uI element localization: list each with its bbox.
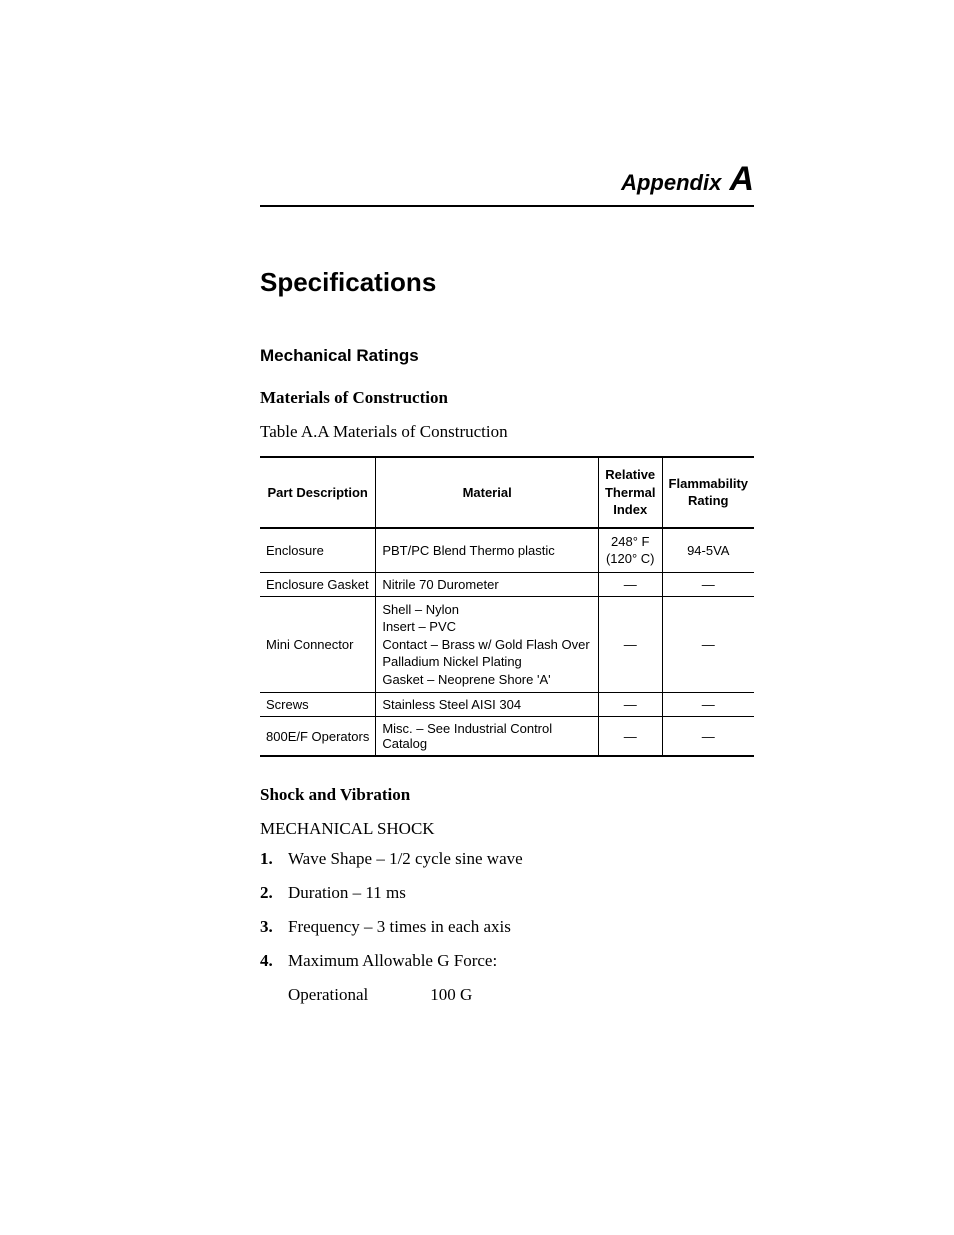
cell-flam: — [662, 596, 754, 693]
col-rti: Relative Thermal Index [598, 457, 662, 528]
cell-part: Enclosure [260, 528, 376, 573]
list-number: 1. [260, 849, 288, 869]
shock-list: 1.Wave Shape – 1/2 cycle sine wave 2.Dur… [260, 849, 754, 971]
list-number: 2. [260, 883, 288, 903]
subsection-shock-vibration: Shock and Vibration [260, 785, 754, 805]
materials-table: Part Description Material Relative Therm… [260, 456, 754, 757]
list-text: Frequency – 3 times in each axis [288, 917, 511, 937]
cell-material: Stainless Steel AISI 304 [376, 693, 599, 717]
table-header-row: Part Description Material Relative Therm… [260, 457, 754, 528]
col-material: Material [376, 457, 599, 528]
cell-material: Misc. – See Industrial Control Catalog [376, 717, 599, 757]
appendix-header: Appendix A [260, 160, 754, 207]
table-row: 800E/F Operators Misc. – See Industrial … [260, 717, 754, 757]
list-item: 4.Maximum Allowable G Force: [260, 951, 754, 971]
list-item: 2.Duration – 11 ms [260, 883, 754, 903]
shock-heading: MECHANICAL SHOCK [260, 819, 754, 839]
subsection-materials: Materials of Construction [260, 388, 754, 408]
cell-flam: — [662, 572, 754, 596]
list-text: Duration – 11 ms [288, 883, 406, 903]
cell-part: Mini Connector [260, 596, 376, 693]
cell-part: Enclosure Gasket [260, 572, 376, 596]
list-text: Maximum Allowable G Force: [288, 951, 497, 971]
cell-flam: 94-5VA [662, 528, 754, 573]
cell-part: 800E/F Operators [260, 717, 376, 757]
cell-rti: — [598, 572, 662, 596]
page: Appendix A Specifications Mechanical Rat… [0, 0, 954, 1125]
cell-material: Nitrile 70 Durometer [376, 572, 599, 596]
gforce-value: 100 G [430, 985, 472, 1005]
col-flammability: Flammability Rating [662, 457, 754, 528]
list-number: 4. [260, 951, 288, 971]
list-item: 1.Wave Shape – 1/2 cycle sine wave [260, 849, 754, 869]
appendix-label: Appendix [621, 170, 727, 195]
col-part-description: Part Description [260, 457, 376, 528]
table-caption: Table A.A Materials of Construction [260, 422, 754, 442]
list-item: 3.Frequency – 3 times in each axis [260, 917, 754, 937]
cell-rti: — [598, 596, 662, 693]
cell-flam: — [662, 717, 754, 757]
cell-rti: — [598, 693, 662, 717]
page-title: Specifications [260, 267, 754, 298]
list-text: Wave Shape – 1/2 cycle sine wave [288, 849, 523, 869]
cell-material: PBT/PC Blend Thermo plastic [376, 528, 599, 573]
appendix-letter: A [727, 160, 754, 198]
table-row: Mini Connector Shell – Nylon Insert – PV… [260, 596, 754, 693]
table-row: Screws Stainless Steel AISI 304 — — [260, 693, 754, 717]
cell-rti: 248° F (120° C) [598, 528, 662, 573]
cell-flam: — [662, 693, 754, 717]
cell-material: Shell – Nylon Insert – PVC Contact – Bra… [376, 596, 599, 693]
table-row: Enclosure Gasket Nitrile 70 Durometer — … [260, 572, 754, 596]
section-mechanical-ratings: Mechanical Ratings [260, 346, 754, 366]
cell-rti: — [598, 717, 662, 757]
table-row: Enclosure PBT/PC Blend Thermo plastic 24… [260, 528, 754, 573]
gforce-label: Operational [288, 985, 368, 1005]
list-number: 3. [260, 917, 288, 937]
gforce-row: Operational 100 G [288, 985, 754, 1005]
cell-part: Screws [260, 693, 376, 717]
